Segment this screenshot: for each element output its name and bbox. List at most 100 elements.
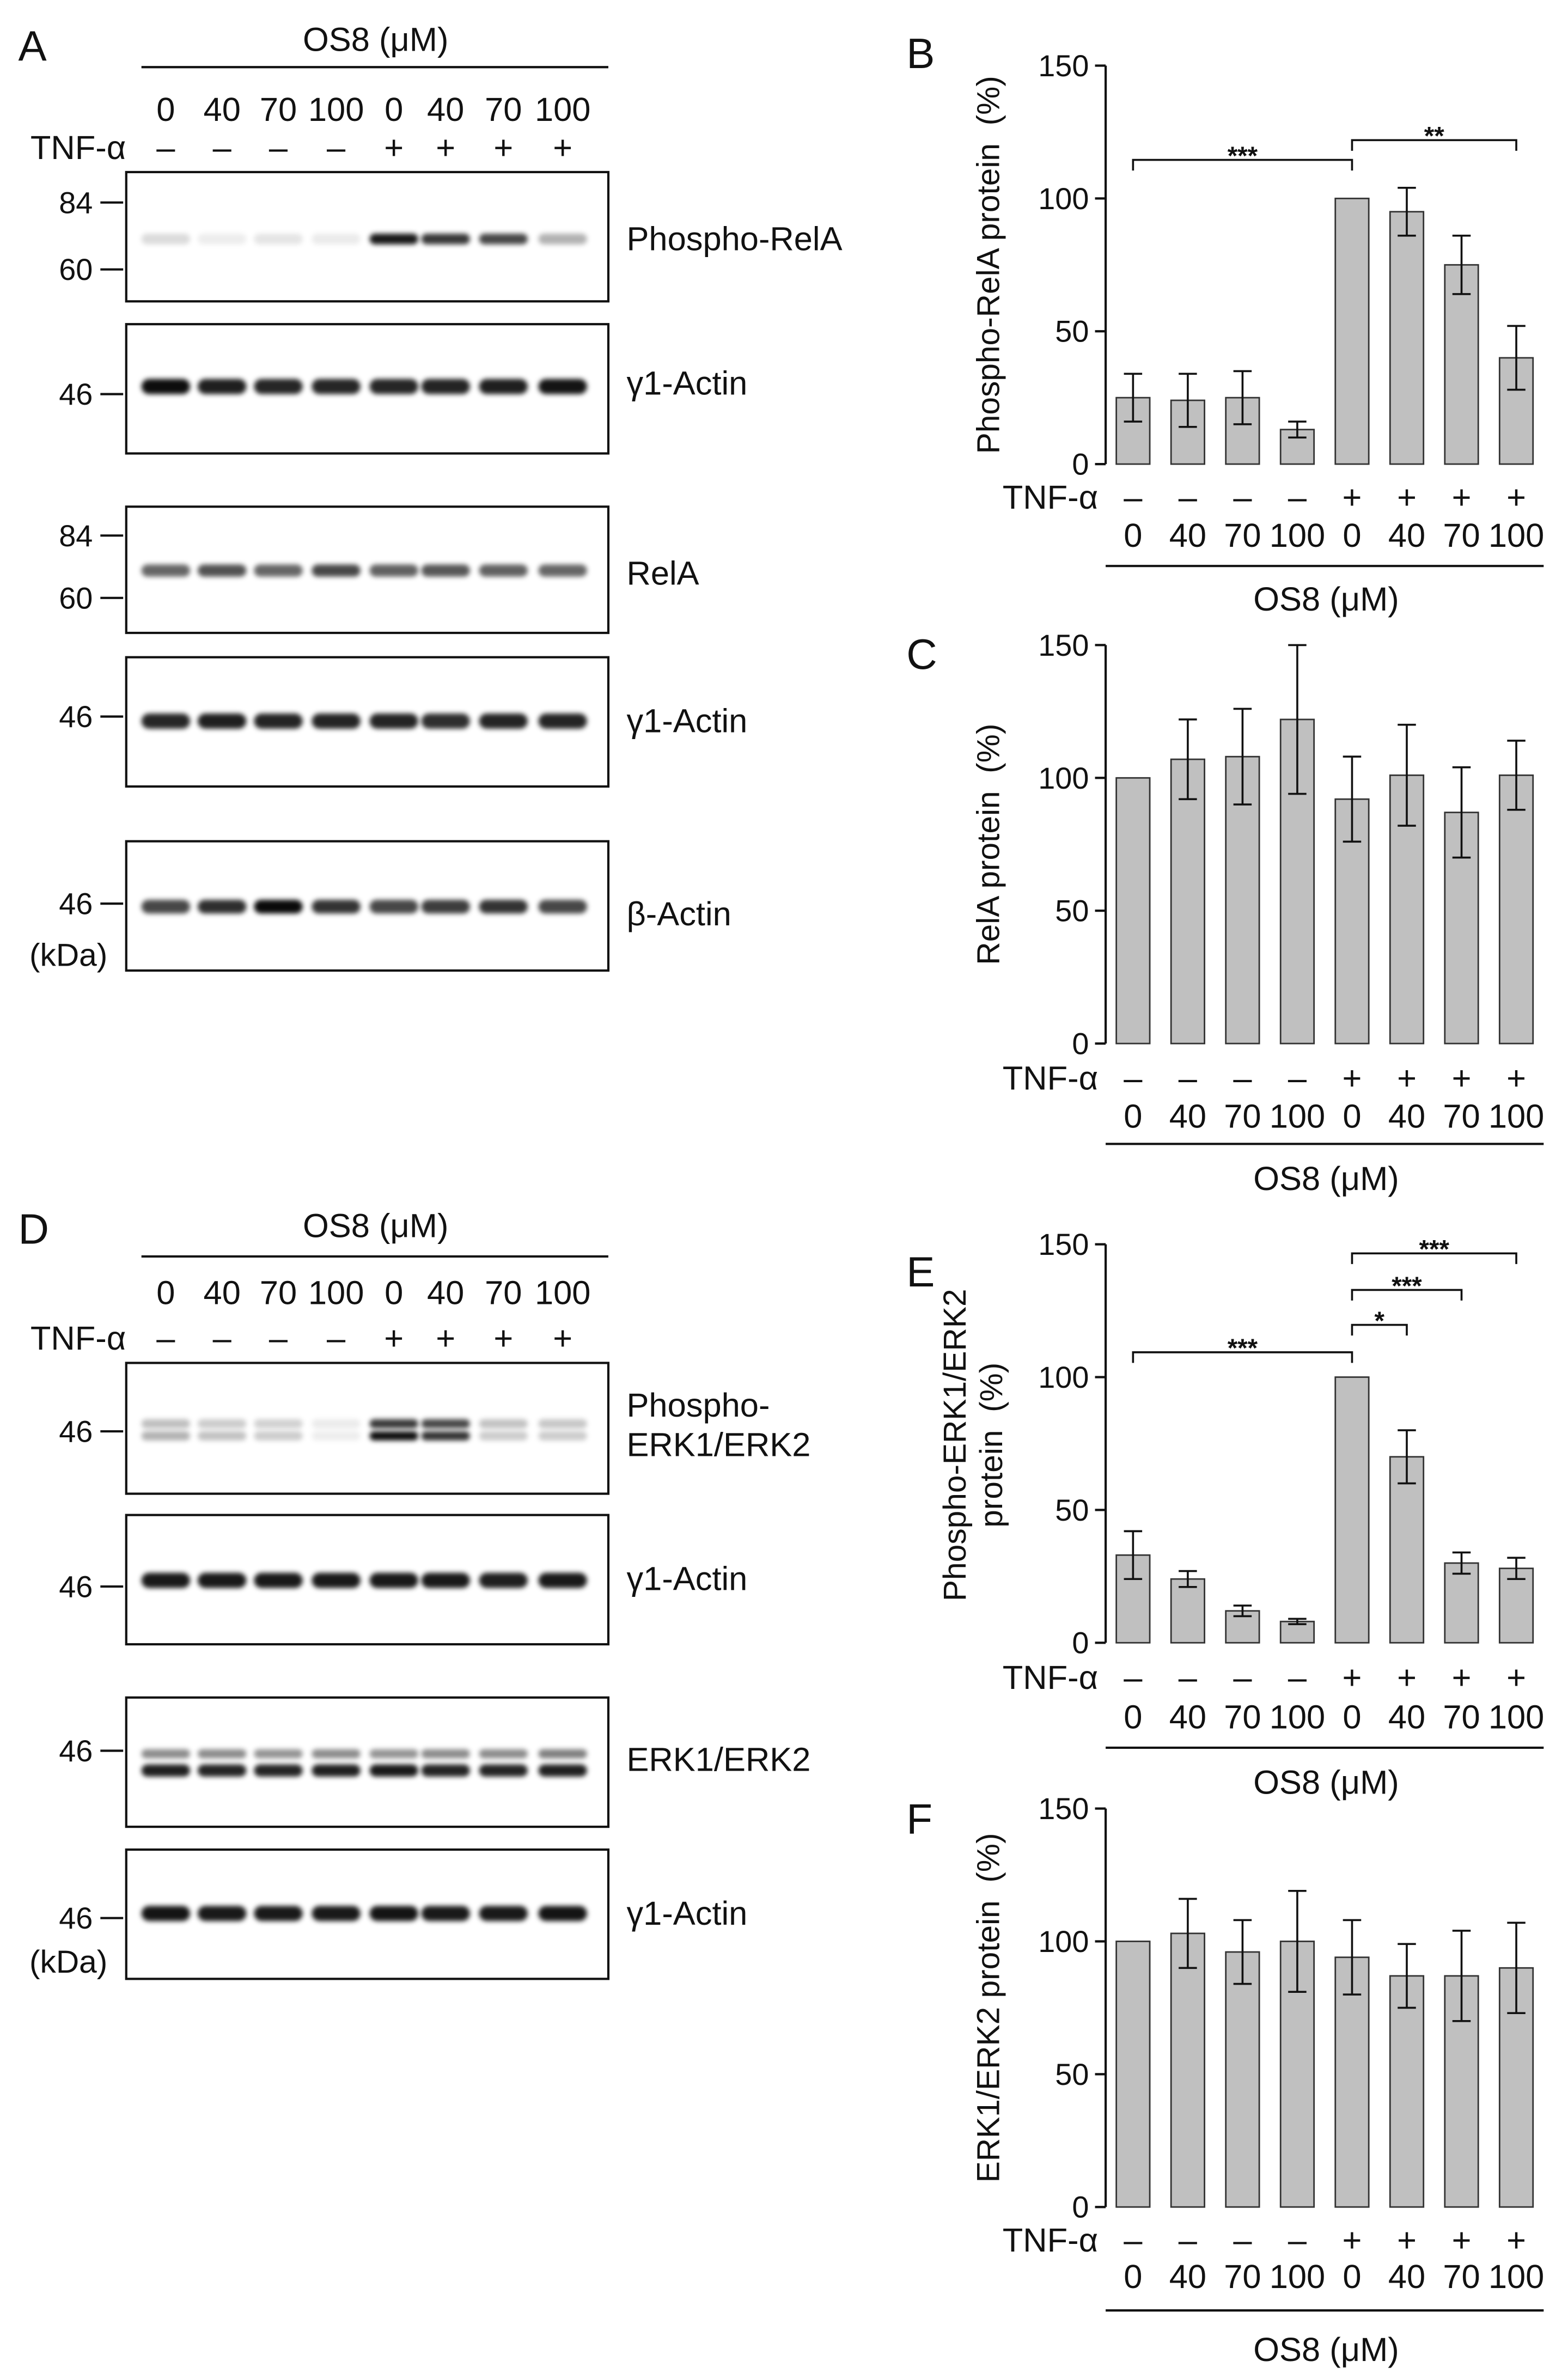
tnf-row-label: TNF-α (1003, 479, 1098, 516)
blot-frame (125, 1362, 610, 1495)
tnf-sign: – (1124, 1060, 1143, 1097)
dose-label: 40 (1169, 517, 1206, 554)
tnf-sign: – (213, 1320, 232, 1357)
dose-label: 0 (385, 1274, 403, 1311)
dose-label: 40 (204, 1274, 241, 1311)
bar (1170, 758, 1206, 1045)
tnf-row-label: TNF-α (1003, 2222, 1098, 2259)
blot-band (312, 564, 361, 577)
tnf-sign: – (1288, 479, 1307, 516)
blot-band (421, 1764, 470, 1777)
blot-label: ERK1/ERK2 (626, 1741, 810, 1779)
tnf-row-label: TNF-α (1003, 1659, 1098, 1697)
significance-label: *** (1419, 1235, 1450, 1264)
blot-band (141, 1431, 191, 1441)
blot-label: γ1-Actin (626, 365, 747, 402)
tnf-sign: + (384, 1320, 404, 1357)
blot-band (369, 379, 418, 394)
blot-band (421, 234, 470, 245)
y-tick-label: 100 (1038, 1924, 1089, 1959)
significance-bracket (1132, 1351, 1353, 1363)
tnf-sign: + (1397, 479, 1417, 516)
blot-label: ERK1/ERK2 (626, 1426, 810, 1464)
blot-band (479, 1572, 528, 1588)
blot-band (254, 1749, 303, 1759)
x-axis-group-label: OS8 (μM) (1253, 581, 1399, 618)
blot-band (538, 713, 587, 729)
dose-label: 100 (308, 1274, 364, 1311)
blot-band (141, 234, 191, 245)
tnf-sign: + (1452, 479, 1472, 516)
bar (1170, 1932, 1206, 2208)
tnf-sign: – (1179, 1060, 1198, 1097)
blot-band (254, 1419, 303, 1429)
error-bar (1507, 740, 1526, 811)
y-tick-label: 100 (1038, 181, 1089, 216)
error-bar (1179, 1898, 1197, 1969)
treatment-title: OS8 (μM) (303, 21, 448, 59)
bar (1334, 197, 1370, 465)
blot-band (538, 1419, 587, 1429)
tnf-sign: + (1452, 1060, 1472, 1097)
blot-band (538, 1572, 587, 1588)
kda-marker-label: 46 (59, 1414, 93, 1449)
dose-label: 0 (385, 91, 403, 129)
bar (1115, 1941, 1151, 2208)
panel-letter-a: A (19, 22, 47, 70)
blot-strip: 84 60 RelA (59, 505, 699, 635)
blot-band (369, 713, 418, 729)
error-bar (1233, 1919, 1252, 1985)
tnf-sign: + (493, 1320, 513, 1357)
y-axis-label: ERK1/ERK2 protein (%) (971, 1833, 1006, 2182)
blot-band (254, 713, 303, 729)
kda-marker-label: 46 (59, 1734, 93, 1768)
tnf-sign: – (156, 1320, 175, 1357)
blot-strip: 46 Phospho-ERK1/ERK2 (59, 1362, 810, 1495)
tnf-sign: – (213, 129, 232, 167)
blot-strip: 46 γ1-Actin (59, 1514, 747, 1646)
blot-band (141, 1572, 191, 1588)
blot-label: γ1-Actin (626, 703, 747, 740)
y-tick-label: 0 (1072, 447, 1089, 481)
dose-label: 0 (1343, 2258, 1361, 2296)
dose-label: 70 (1443, 2258, 1480, 2296)
bar (1225, 1951, 1260, 2208)
blot-band (421, 1906, 470, 1921)
panel-letter-d: D (19, 1205, 49, 1253)
tnf-sign: + (493, 129, 513, 167)
dose-label: 0 (156, 91, 175, 129)
blot-band (479, 1906, 528, 1921)
kda-marker-label: 46 (59, 887, 93, 921)
tnf-sign: – (1233, 479, 1252, 516)
dose-label: 100 (1488, 517, 1544, 554)
dose-label: 100 (535, 91, 590, 129)
tnf-row-label: TNF-α (1003, 1060, 1098, 1097)
blot-band (538, 379, 587, 394)
blot-band (479, 900, 528, 914)
blot-band (312, 1431, 361, 1441)
error-bar (1233, 707, 1252, 806)
blot-band (198, 1749, 247, 1759)
blot-band (538, 900, 587, 914)
error-bar (1452, 234, 1471, 295)
panel-letter: F (906, 1795, 932, 1843)
blot-band (479, 713, 528, 729)
dose-label: 40 (1169, 1699, 1206, 1736)
tnf-sign: – (269, 129, 288, 167)
y-tick-label: 100 (1038, 761, 1089, 795)
dose-label: 70 (1224, 1699, 1261, 1736)
blot-band (198, 1906, 247, 1921)
dose-label: 40 (427, 1274, 464, 1311)
blot-band (312, 379, 361, 394)
bar (1444, 264, 1479, 465)
y-axis-label: protein (%) (974, 1363, 1009, 1528)
blot-strip: 84 60 Phospho-RelA (59, 170, 843, 303)
significance-bracket (1351, 139, 1517, 151)
blot-band (254, 379, 303, 394)
blot-band (369, 234, 418, 245)
error-bar (1124, 1530, 1143, 1580)
tnf-row-label: TNF-α (30, 129, 126, 167)
